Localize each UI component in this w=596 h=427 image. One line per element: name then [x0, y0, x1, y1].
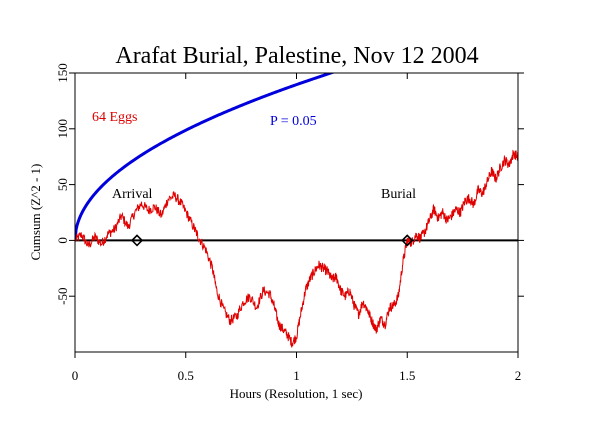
y-axis-ticks: -50 0 50 100 150 [55, 63, 524, 305]
x-tick-label: 2 [515, 368, 522, 383]
y-tick-label: 0 [55, 237, 70, 244]
y-tick-label: 100 [55, 119, 70, 139]
plot-frame [74, 72, 519, 353]
arrival-marker [130, 234, 144, 247]
x-tick-label: 0 [72, 368, 79, 383]
burial-marker [401, 234, 414, 247]
y-tick-label: 150 [55, 63, 70, 83]
y-axis-label: Cumsum (Z^2 - 1) [28, 164, 43, 261]
x-tick-label: 1 [293, 368, 300, 383]
burial-label: Burial [381, 187, 416, 202]
chart-title: Arafat Burial, Palestine, Nov 12 2004 [115, 43, 478, 69]
y-tick-label: 50 [55, 178, 70, 191]
p-005-curve [75, 73, 336, 241]
x-axis-label: Hours (Resolution, 1 sec) [230, 386, 363, 401]
x-tick-label: 1.5 [399, 368, 415, 383]
eggs-label: 64 Eggs [92, 110, 138, 125]
x-tick-label: 0.5 [178, 368, 194, 383]
eggs-series-line [75, 149, 518, 348]
y-tick-label: -50 [55, 288, 70, 305]
arrival-label: Arrival [112, 187, 153, 202]
x-axis-ticks: 0 0.5 1 1.5 2 [72, 73, 522, 383]
p-value-label: P = 0.05 [270, 114, 317, 129]
